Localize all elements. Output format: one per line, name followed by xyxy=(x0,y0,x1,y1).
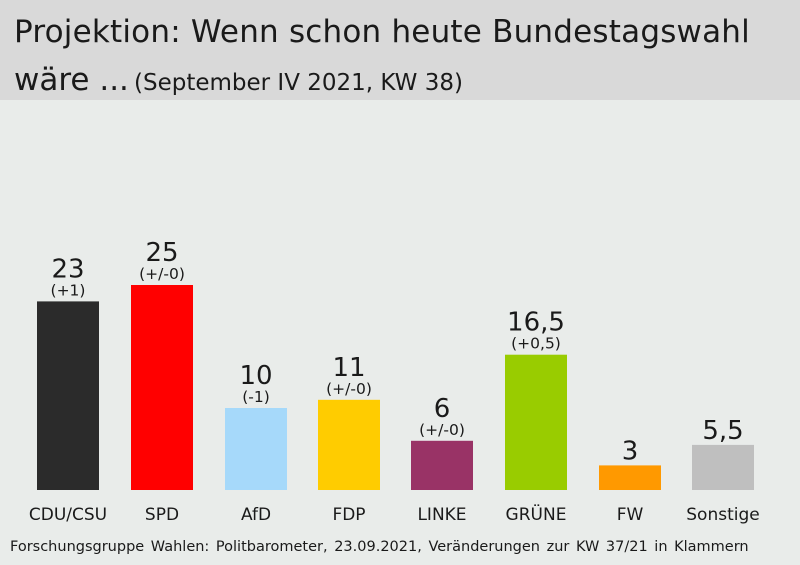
category-label-cdu-csu: CDU/CSU xyxy=(29,505,107,525)
bar-grüne xyxy=(505,354,567,490)
change-label-grüne: (+0,5) xyxy=(511,335,561,353)
category-label-sonstige: Sonstige xyxy=(686,505,759,525)
value-label-sonstige: 5,5 xyxy=(702,416,743,446)
source-note: Forschungsgruppe Wahlen: Politbarometer,… xyxy=(10,539,749,555)
change-label-linke: (+/-0) xyxy=(419,421,465,439)
bar-sonstige xyxy=(692,444,754,490)
category-label-spd: SPD xyxy=(145,505,179,525)
value-label-linke: 6 xyxy=(434,394,451,424)
category-label-fw: FW xyxy=(617,505,644,525)
value-label-fw: 3 xyxy=(622,436,639,466)
chart-title-line2: wäre ... (September IV 2021, KW 38) xyxy=(14,62,463,98)
bar-cdu-csu xyxy=(37,301,99,490)
category-label-grüne: GRÜNE xyxy=(506,503,567,525)
value-label-cdu-csu: 23 xyxy=(51,254,84,284)
bar-chart: 23(+1)CDU/CSU25(+/-0)SPD10(-1)AfD11(+/-0… xyxy=(29,238,760,525)
value-label-afd: 10 xyxy=(239,361,272,391)
category-label-afd: AfD xyxy=(241,505,271,525)
category-label-fdp: FDP xyxy=(332,505,365,525)
bar-linke xyxy=(411,440,473,490)
chart-subtitle: (September IV 2021, KW 38) xyxy=(134,70,463,96)
chart-title-continuation: wäre ... xyxy=(14,62,129,98)
change-label-spd: (+/-0) xyxy=(139,265,185,283)
bar-fdp xyxy=(318,399,380,490)
value-label-grüne: 16,5 xyxy=(507,308,565,338)
chart-header: Projektion: Wenn schon heute Bundestagsw… xyxy=(0,0,800,100)
bar-afd xyxy=(225,408,287,490)
change-label-afd: (-1) xyxy=(242,388,270,406)
value-label-fdp: 11 xyxy=(332,353,365,383)
bar-spd xyxy=(131,285,193,490)
chart-title: Projektion: Wenn schon heute Bundestagsw… xyxy=(14,14,750,50)
change-label-fdp: (+/-0) xyxy=(326,380,372,398)
value-label-spd: 25 xyxy=(145,238,178,268)
change-label-cdu-csu: (+1) xyxy=(51,281,86,299)
category-label-linke: LINKE xyxy=(417,505,466,525)
bar-fw xyxy=(599,465,661,490)
